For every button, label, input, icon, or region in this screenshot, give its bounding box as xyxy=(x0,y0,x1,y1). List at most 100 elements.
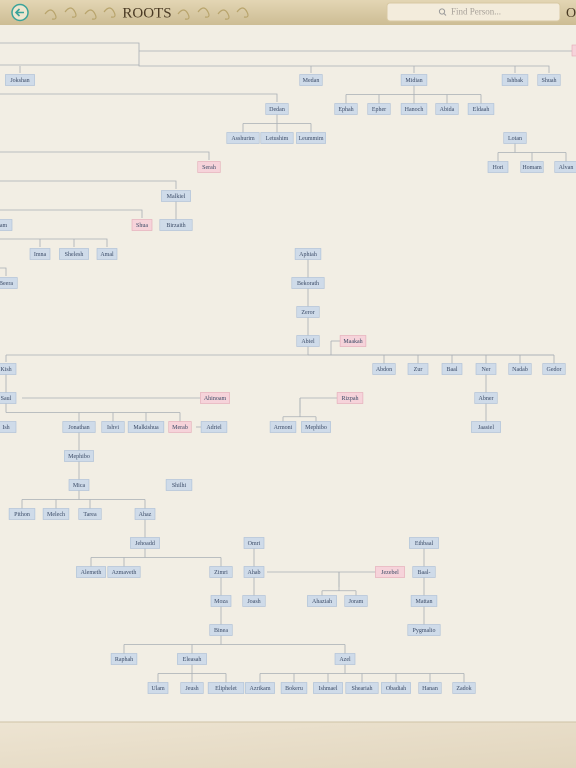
person-node[interactable]: Ner xyxy=(475,363,497,375)
person-node[interactable]: Midian xyxy=(400,74,428,86)
person-node[interactable]: Jehoadd xyxy=(130,537,160,549)
person-node[interactable]: Epher xyxy=(367,103,391,115)
person-node[interactable]: Jokshan xyxy=(5,74,35,86)
connector xyxy=(0,238,108,247)
person-node[interactable]: Maakah xyxy=(339,335,367,347)
person-node[interactable]: Azel xyxy=(334,653,356,665)
person-node[interactable]: Asshurim xyxy=(226,132,260,144)
person-node[interactable]: Jonathan xyxy=(62,421,96,433)
person-node[interactable]: Serah xyxy=(197,161,221,173)
person-node[interactable]: Mephibo xyxy=(301,421,331,433)
person-node[interactable]: Alvan xyxy=(554,161,576,173)
person-node[interactable]: Bekorath xyxy=(291,277,325,289)
person-node[interactable]: Sheariah xyxy=(345,682,379,694)
edge-button[interactable]: O xyxy=(566,6,576,21)
node-label: Shilhi xyxy=(172,483,187,489)
person-node[interactable]: Melech xyxy=(42,508,70,520)
person-node[interactable]: Medan xyxy=(299,74,323,86)
person-node[interactable]: Malkishua xyxy=(127,421,165,433)
person-node[interactable]: Dedan xyxy=(265,103,289,115)
person-node[interactable]: Armoni xyxy=(269,421,297,433)
person-node[interactable]: Ephah xyxy=(334,103,358,115)
person-node[interactable]: Letushim xyxy=(260,132,294,144)
person-node[interactable]: nam xyxy=(0,219,13,231)
person-node[interactable]: Hanoch xyxy=(400,103,428,115)
person-node[interactable]: Shelesh xyxy=(59,248,89,260)
person-node[interactable]: Aphiah xyxy=(294,248,322,260)
person-node[interactable]: Mephibo xyxy=(64,450,94,462)
person-node[interactable]: Hanan xyxy=(418,682,442,694)
person-node[interactable]: Shilhi xyxy=(165,479,193,491)
person-node[interactable]: Nadab xyxy=(508,363,532,375)
person-node[interactable]: Jezebel xyxy=(375,566,405,578)
person-node[interactable]: Kish xyxy=(0,363,17,375)
person-node[interactable]: Ishvi xyxy=(101,421,125,433)
person-node[interactable]: Pithon xyxy=(8,508,36,520)
person-node[interactable]: Abida xyxy=(435,103,459,115)
person-node[interactable]: Malkiel xyxy=(161,190,191,202)
person-node[interactable]: Ahab xyxy=(243,566,265,578)
person-node[interactable]: Gedor xyxy=(542,363,566,375)
person-node[interactable]: Jaasiel xyxy=(471,421,501,433)
person-node[interactable]: Beera xyxy=(0,277,18,289)
person-node[interactable]: Obadiah xyxy=(381,682,411,694)
person-node[interactable]: Joram xyxy=(344,595,368,607)
person-node[interactable]: Adriel xyxy=(200,421,228,433)
back-button[interactable] xyxy=(11,3,29,22)
person-node[interactable]: Ahaz xyxy=(134,508,156,520)
search-box[interactable]: Find Person... xyxy=(386,2,561,22)
person-node[interactable]: Pygmalio xyxy=(407,624,441,636)
person-node[interactable]: Binea xyxy=(209,624,233,636)
person-node[interactable]: Abiel xyxy=(296,335,320,347)
person-node[interactable]: Bokeru xyxy=(280,682,308,694)
person-node[interactable]: Ishmael xyxy=(313,682,343,694)
person-node[interactable]: Shua xyxy=(131,219,153,231)
person-node[interactable]: Alemeth xyxy=(76,566,106,578)
node-box xyxy=(0,392,17,404)
person-node[interactable]: Eleasah xyxy=(177,653,207,665)
person-node[interactable]: Ethbaal xyxy=(409,537,439,549)
person-node[interactable]: Baal- xyxy=(412,566,436,578)
person-node[interactable]: Omri xyxy=(243,537,265,549)
person-node[interactable]: Abdon xyxy=(372,363,396,375)
person-node[interactable]: Lotan xyxy=(503,132,527,144)
person-node[interactable]: Joash xyxy=(242,595,266,607)
person-node[interactable]: Saul xyxy=(0,392,17,404)
person-node[interactable]: Zur xyxy=(407,363,429,375)
person-node[interactable]: Ahaziah xyxy=(307,595,337,607)
node-label: Mephibo xyxy=(305,425,327,431)
person-node[interactable]: Homam xyxy=(520,161,544,173)
person-node[interactable]: Zimri xyxy=(209,566,233,578)
person-node[interactable]: Ishbak xyxy=(501,74,529,86)
person-node[interactable]: Eliphelet xyxy=(207,682,245,694)
person-node[interactable]: Tarea xyxy=(78,508,102,520)
person-node[interactable]: Amal xyxy=(96,248,118,260)
person-node[interactable]: Raphah xyxy=(110,653,138,665)
person-node[interactable]: Shuah xyxy=(537,74,561,86)
person-node[interactable]: Baal xyxy=(441,363,463,375)
person-node[interactable]: Ulam xyxy=(147,682,169,694)
person-node[interactable]: Imna xyxy=(29,248,51,260)
person-node[interactable]: Rizpah xyxy=(336,392,364,404)
person-node[interactable]: Moza xyxy=(210,595,232,607)
person-node[interactable]: Zeror xyxy=(296,306,320,318)
person-node[interactable]: Leummim xyxy=(296,132,326,144)
person-node[interactable]: Ahinoam xyxy=(200,392,230,404)
node-box xyxy=(400,74,428,86)
person-node[interactable]: Abner xyxy=(474,392,498,404)
person-node[interactable]: Birzaith xyxy=(159,219,193,231)
person-node[interactable]: Jeush xyxy=(180,682,204,694)
connector xyxy=(0,42,140,66)
person-node[interactable]: Merab xyxy=(168,421,192,433)
person-node[interactable]: Mica xyxy=(68,479,90,491)
node-box xyxy=(177,653,207,665)
person-node[interactable]: Eldaah xyxy=(467,103,495,115)
person-node[interactable]: Mattan xyxy=(410,595,438,607)
person-node[interactable]: Hori xyxy=(487,161,509,173)
person-node[interactable]: Ish xyxy=(0,421,17,433)
person-node[interactable]: Zadok xyxy=(452,682,476,694)
node-label: Midian xyxy=(405,78,422,84)
node-box xyxy=(418,682,442,694)
person-node[interactable]: Azmaveth xyxy=(107,566,141,578)
person-node[interactable]: Azrikam xyxy=(245,682,275,694)
